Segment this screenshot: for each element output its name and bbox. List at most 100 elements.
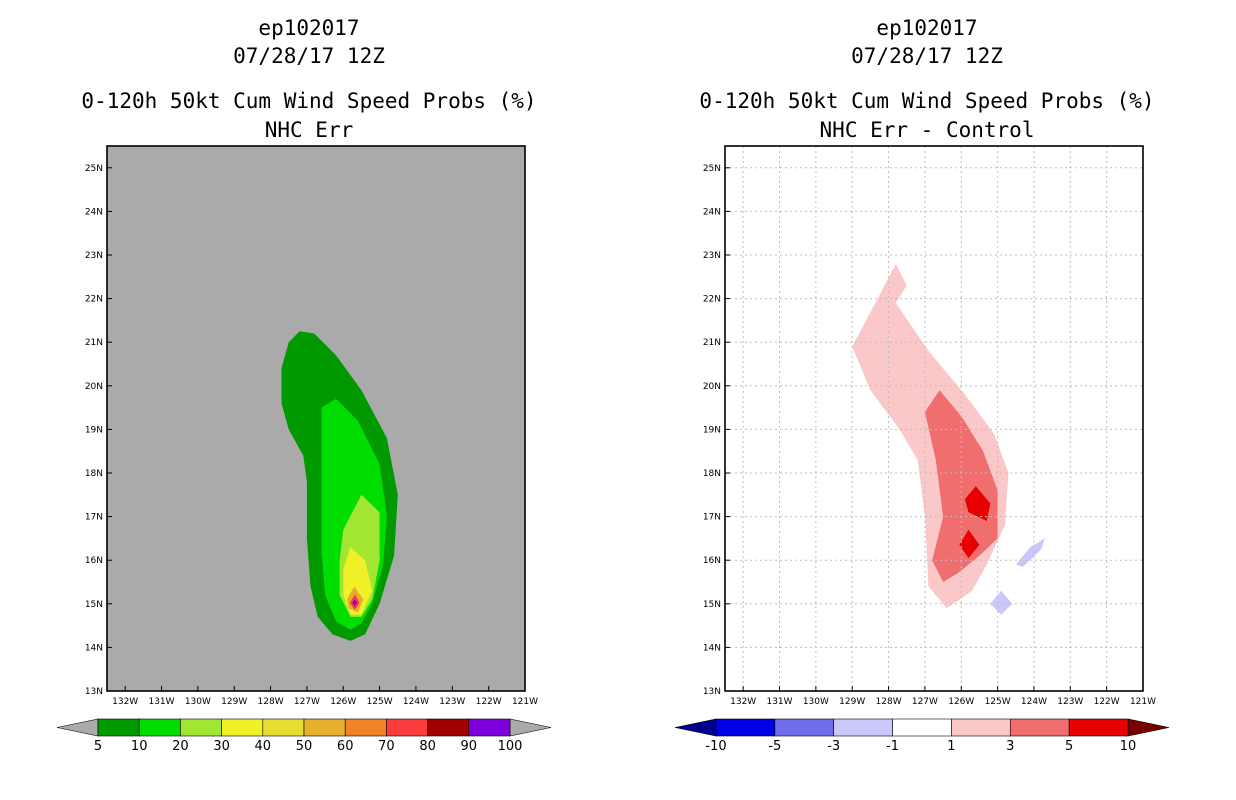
colorbar-high-arrow	[509, 718, 552, 737]
storm-id: ep102017	[258, 16, 360, 40]
y-tick-label: 16N	[85, 556, 103, 566]
colorbar-label: 90	[461, 739, 478, 754]
storm-id: ep102017	[876, 16, 978, 40]
colorbar-label: -1	[886, 739, 899, 754]
colorbar-swatch	[1068, 718, 1129, 737]
colorbar-label: 100	[498, 739, 523, 754]
y-tick-label: 25N	[85, 164, 103, 174]
x-tick-label: 122W	[476, 697, 502, 707]
x-tick-label: 126W	[948, 697, 974, 707]
y-tick-label: 20N	[85, 382, 103, 392]
y-tick-label: 23N	[703, 251, 721, 261]
chart-title: 0-120h 50kt Cum Wind Speed Probs (%)	[699, 89, 1155, 113]
colorbar-low-arrow	[56, 718, 99, 737]
colorbar-swatch	[138, 718, 181, 737]
colorbar-label: 50	[296, 739, 313, 754]
y-tick-label: 14N	[703, 643, 721, 653]
colorbar-label: 70	[378, 739, 395, 754]
chart-subtitle: NHC Err	[264, 118, 354, 142]
x-tick-label: 132W	[112, 697, 138, 707]
colorbar-label: 3	[1006, 739, 1014, 754]
x-tick-label: 132W	[730, 697, 756, 707]
x-tick-label: 131W	[766, 697, 792, 707]
y-tick-label: 21N	[85, 338, 103, 348]
colorbar-swatch	[221, 718, 264, 737]
colorbar-swatch	[427, 718, 470, 737]
colorbar-swatch	[344, 718, 387, 737]
colorbar-swatch	[774, 718, 835, 737]
y-tick-label: 21N	[703, 338, 721, 348]
x-tick-label: 124W	[1021, 697, 1047, 707]
chart-subtitle: NHC Err - Control	[819, 118, 1035, 142]
colorbar-swatch	[386, 718, 428, 737]
x-tick-label: 129W	[221, 697, 247, 707]
x-tick-label: 123W	[1057, 697, 1083, 707]
colorbar-label: 5	[94, 739, 102, 754]
plot-frame	[106, 145, 526, 692]
x-tick-label: 131W	[148, 697, 174, 707]
x-tick-label: 121W	[512, 697, 538, 707]
y-tick-label: 13N	[703, 687, 721, 697]
right-panel: ep102017 07/28/17 12Z 0-120h 50kt Cum Wi…	[618, 0, 1236, 800]
colorbar-label: -3	[827, 739, 840, 754]
y-tick-label: 15N	[85, 600, 103, 610]
probability-map: 132W 131W 130W 129W 128W 127W 126W 125W 124W 123W…	[56, 145, 552, 754]
x-tick-label: 128W	[876, 697, 902, 707]
init-time: 07/28/17 12Z	[233, 44, 385, 68]
y-tick-label: 20N	[703, 382, 721, 392]
y-tick-label: 16N	[703, 556, 721, 566]
y-tick-label: 24N	[703, 207, 721, 217]
difference-map: 132W 131W 130W 129W 128W 127W 126W 125W 124W 123W…	[674, 145, 1170, 754]
y-tick-label: 17N	[85, 513, 103, 523]
x-tick-label: 128W	[258, 697, 284, 707]
x-tick-label: 124W	[403, 697, 429, 707]
contour-5-10-a-	[964, 486, 991, 521]
y-tick-label: 18N	[85, 469, 103, 479]
colorbar-swatch	[180, 718, 222, 737]
x-tick-label: 121W	[1130, 697, 1156, 707]
colorbar-swatch	[468, 718, 511, 737]
colorbar-label: 60	[337, 739, 354, 754]
colorbar-label: 5	[1065, 739, 1073, 754]
colorbar-swatch	[303, 718, 346, 737]
colorbar-label: 20	[172, 739, 189, 754]
y-tick-label: 15N	[703, 600, 721, 610]
colorbar-swatch	[715, 718, 776, 737]
x-tick-label: 129W	[839, 697, 865, 707]
y-tick-label: 19N	[703, 425, 721, 435]
colorbar-low-arrow	[674, 718, 717, 737]
colorbar-label: 10	[131, 739, 148, 754]
colorbar-label: 1	[947, 739, 955, 754]
colorbar-label: -10	[705, 739, 726, 754]
colorbar-label: -5	[768, 739, 781, 754]
chart-title: 0-120h 50kt Cum Wind Speed Probs (%)	[81, 89, 537, 113]
colorbar-label: 40	[255, 739, 272, 754]
y-tick-label: 24N	[85, 207, 103, 217]
colorbar-label: 10	[1120, 739, 1137, 754]
y-tick-label: 19N	[85, 425, 103, 435]
plot-frame	[724, 145, 1144, 692]
x-tick-label: 125W	[367, 697, 393, 707]
colorbar-swatch	[262, 718, 305, 737]
contour--3-1-a-	[1015, 538, 1045, 567]
y-tick-label: 14N	[85, 643, 103, 653]
colorbar-swatch	[97, 718, 140, 737]
x-tick-label: 127W	[294, 697, 320, 707]
x-tick-label: 125W	[985, 697, 1011, 707]
x-tick-label: 122W	[1094, 697, 1120, 707]
y-tick-label: 22N	[85, 295, 103, 305]
contour-80-100	[352, 599, 358, 606]
x-tick-label: 123W	[439, 697, 465, 707]
y-tick-label: 13N	[85, 687, 103, 697]
y-tick-label: 25N	[703, 164, 721, 174]
colorbar-swatch	[833, 718, 893, 737]
init-time: 07/28/17 12Z	[851, 44, 1003, 68]
colorbar-label: 30	[213, 739, 230, 754]
contour-5-10-b-	[959, 529, 980, 558]
left-panel: ep102017 07/28/17 12Z 0-120h 50kt Cum Wi…	[56, 16, 552, 754]
y-tick-label: 22N	[703, 295, 721, 305]
colorbar-high-arrow	[1127, 718, 1170, 737]
x-tick-label: 126W	[330, 697, 356, 707]
x-tick-label: 130W	[185, 697, 211, 707]
x-tick-label: 130W	[803, 697, 829, 707]
